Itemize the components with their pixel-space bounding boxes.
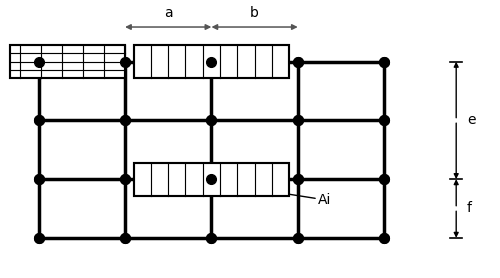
- Bar: [134, 163, 289, 196]
- Bar: [134, 45, 289, 78]
- Bar: [10, 45, 125, 78]
- Text: a: a: [164, 6, 172, 20]
- Text: e: e: [467, 113, 475, 127]
- Text: f: f: [467, 202, 472, 215]
- Text: b: b: [250, 6, 259, 20]
- Text: Ai: Ai: [236, 184, 332, 207]
